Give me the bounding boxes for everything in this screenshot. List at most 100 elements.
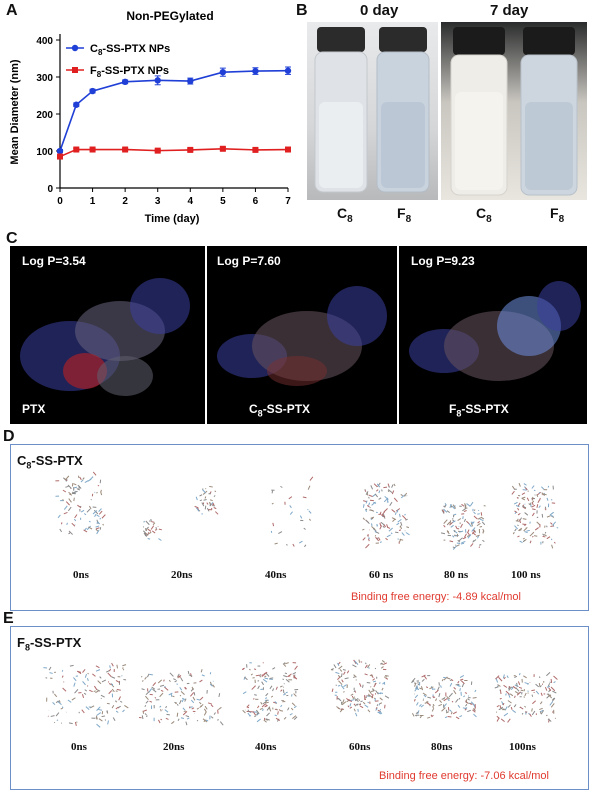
molecule-name-ptx: PTX bbox=[22, 402, 46, 416]
point-0-4 bbox=[154, 77, 161, 84]
md-c8-cluster-60ns bbox=[361, 482, 410, 549]
vials-day7-image bbox=[450, 27, 578, 196]
md-c8-time-5: 100 ns bbox=[511, 569, 541, 581]
panel-c-label: C bbox=[6, 230, 18, 247]
panel-a-label: A bbox=[6, 2, 18, 19]
md-f8-cluster-80ns bbox=[411, 674, 477, 720]
point-1-3 bbox=[122, 146, 129, 153]
md-c8-time-4: 80 ns bbox=[444, 569, 469, 581]
day7-title: 7 day bbox=[490, 2, 529, 19]
point-1-4 bbox=[154, 147, 161, 154]
md-f8-time-5: 100ns bbox=[509, 741, 536, 753]
x-tick-label-3: 3 bbox=[155, 196, 161, 207]
y-tick-label-2: 200 bbox=[36, 110, 53, 121]
logp-f8: Log P=9.23 bbox=[411, 254, 475, 268]
md-c8-cluster-40ns bbox=[270, 476, 314, 548]
md-f8-snapshots bbox=[43, 659, 558, 728]
point-1-7 bbox=[252, 146, 259, 153]
legend-label-0: C8-SS-PTX NPs bbox=[90, 43, 170, 57]
y-tick-label-1: 100 bbox=[36, 147, 53, 158]
point-0-3 bbox=[121, 78, 129, 86]
x-tick-label-1: 1 bbox=[90, 196, 96, 207]
md-c8-cluster-100ns bbox=[511, 482, 559, 549]
point-1-1 bbox=[73, 146, 80, 153]
md-c8-time-1: 20ns bbox=[171, 569, 193, 581]
series-line-0 bbox=[59, 69, 289, 152]
point-1-0 bbox=[57, 153, 63, 160]
point-1-6 bbox=[219, 145, 226, 152]
point-0-1 bbox=[73, 101, 80, 108]
md-f8-time-3: 60ns bbox=[349, 741, 371, 753]
md-c8-cluster-20ns-a bbox=[142, 518, 162, 541]
md-c8-cluster-20ns-b bbox=[194, 485, 219, 515]
md-f8-time-1: 20ns bbox=[163, 741, 185, 753]
point-0-6 bbox=[219, 68, 227, 76]
x-tick-label-2: 2 bbox=[122, 196, 128, 207]
md-title-c8: C8-SS-PTX bbox=[17, 453, 83, 471]
x-tick-label-6: 6 bbox=[253, 196, 259, 207]
md-f8-cluster-60ns bbox=[330, 659, 390, 717]
logp-ptx: Log P=3.54 bbox=[22, 254, 86, 268]
legend-marker-1 bbox=[72, 67, 78, 73]
point-1-8 bbox=[285, 146, 291, 153]
point-1-5 bbox=[187, 146, 194, 153]
molecule-c8: Log P=7.60 C8-SS-PTX bbox=[207, 246, 397, 424]
md-f8-cluster-20ns bbox=[139, 669, 224, 726]
vial-label-1: C8 bbox=[337, 205, 353, 225]
chart-x-label: Time (day) bbox=[145, 213, 200, 225]
photo-day0 bbox=[307, 22, 438, 200]
day0-title: 0 day bbox=[360, 2, 399, 19]
panel-d-label: D bbox=[3, 428, 15, 445]
vials-day0-image bbox=[314, 27, 430, 193]
logp-c8: Log P=7.60 bbox=[217, 254, 281, 268]
y-tick-label-4: 400 bbox=[36, 36, 53, 47]
photo-day7 bbox=[441, 22, 587, 200]
molecule-ptx-image bbox=[20, 278, 190, 396]
vial-label-3: C8 bbox=[476, 205, 492, 225]
md-c8-time-0: 0ns bbox=[73, 569, 89, 581]
md-c8-snapshots bbox=[55, 471, 559, 550]
md-f8-cluster-0ns bbox=[43, 662, 129, 728]
md-title-f8: F8-SS-PTX bbox=[17, 635, 82, 653]
binding-energy-f8: Binding free energy: -7.06 kcal/mol bbox=[379, 770, 549, 782]
molecule-name-c8: C8-SS-PTX bbox=[249, 402, 311, 419]
molecule-f8: Log P=9.23 F8-SS-PTX bbox=[399, 246, 587, 424]
binding-energy-c8: Binding free energy: -4.89 kcal/mol bbox=[351, 591, 521, 603]
y-tick-label-3: 300 bbox=[36, 73, 53, 84]
md-f8-cluster-40ns bbox=[241, 662, 299, 723]
x-tick-label-4: 4 bbox=[188, 196, 194, 207]
y-tick-label-0: 0 bbox=[47, 184, 53, 195]
vial-label-2: F8 bbox=[397, 205, 412, 225]
point-0-0 bbox=[56, 147, 64, 155]
x-tick-label-5: 5 bbox=[220, 196, 226, 207]
x-tick-label-7: 7 bbox=[285, 196, 291, 207]
panel-b-label: B bbox=[296, 2, 308, 19]
md-c8-cluster-0ns bbox=[55, 471, 106, 535]
molecule-ptx: Log P=3.54 PTX bbox=[10, 246, 205, 424]
vial-label-4: F8 bbox=[550, 205, 565, 225]
point-0-5 bbox=[187, 77, 194, 85]
md-f8-time-0: 0ns bbox=[71, 741, 87, 753]
chart-title: Non-PEGylated bbox=[126, 9, 213, 23]
point-0-2 bbox=[89, 87, 96, 95]
md-c8-time-2: 40ns bbox=[265, 569, 287, 581]
legend-marker-0 bbox=[71, 44, 79, 52]
panel-e-label: E bbox=[3, 610, 14, 627]
molecule-c8-image bbox=[217, 286, 387, 386]
md-f8-time-4: 80ns bbox=[431, 741, 453, 753]
chart-y-label: Mean Diameter (nm) bbox=[9, 59, 21, 164]
point-0-7 bbox=[252, 67, 259, 75]
legend-label-1: F8-SS-PTX NPs bbox=[90, 65, 169, 79]
md-panel-f8: F8-SS-PTX 0ns 20ns 40ns 60ns 80ns 100ns … bbox=[10, 626, 589, 790]
x-tick-label-0: 0 bbox=[57, 196, 63, 207]
point-1-2 bbox=[89, 146, 96, 153]
md-f8-cluster-100ns bbox=[494, 671, 558, 723]
point-0-8 bbox=[284, 67, 292, 74]
molecule-f8-image bbox=[409, 281, 581, 381]
diameter-line-chart: Non-PEGylated Mean Diameter (nm) Time (d… bbox=[9, 9, 292, 225]
md-c8-time-3: 60 ns bbox=[369, 569, 394, 581]
molecule-name-f8: F8-SS-PTX bbox=[449, 402, 509, 419]
md-f8-time-2: 40ns bbox=[255, 741, 277, 753]
md-panel-c8: C8-SS-PTX 0ns 20ns 40ns 60 ns 80 ns 100 … bbox=[10, 444, 589, 611]
md-c8-cluster-80ns bbox=[440, 501, 486, 550]
